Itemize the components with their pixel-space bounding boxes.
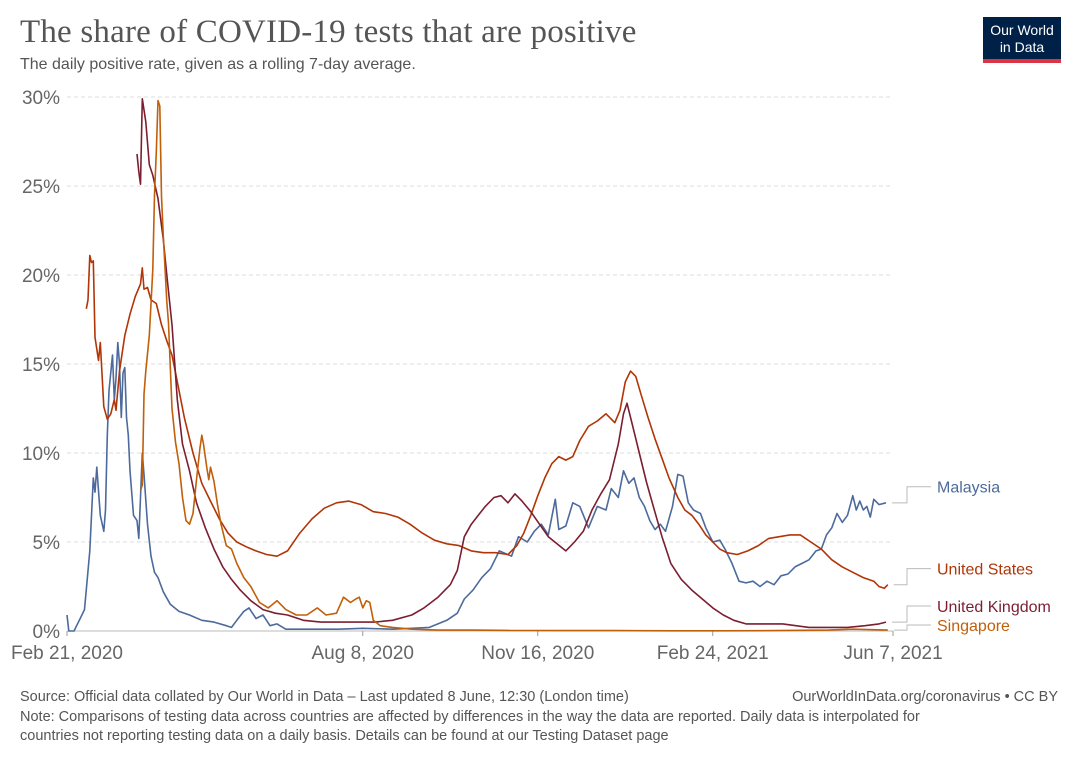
series-line-united-states — [85, 254, 889, 590]
y-tick-label-10: 10% — [22, 444, 60, 465]
x-tick-label-1: Aug 8, 2020 — [312, 643, 414, 664]
y-tick-label-20: 20% — [22, 266, 60, 287]
logo-line-2: in Data — [999, 39, 1045, 55]
logo-line-1: Our World — [990, 22, 1054, 38]
y-tick-label-15: 15% — [22, 355, 60, 376]
series-label-singapore: Singapore — [937, 618, 1010, 635]
label-connector-united-states — [893, 568, 931, 586]
x-tick-label-2: Nov 16, 2020 — [481, 643, 594, 664]
series-line-malaysia — [66, 341, 887, 632]
label-connector-united-kingdom — [892, 605, 931, 623]
series-line-singapore — [139, 99, 888, 632]
credit-link[interactable]: OurWorldInData.org/coronavirus • CC BY — [792, 689, 1058, 705]
x-tick-label-3: Feb 24, 2021 — [657, 643, 769, 664]
y-tick-label-5: 5% — [33, 533, 61, 554]
x-tick-label-4: Jun 7, 2021 — [843, 643, 942, 664]
series-label-united-kingdom: United Kingdom — [937, 599, 1051, 616]
y-tick-label-25: 25% — [22, 177, 60, 198]
x-tick-label-0: Feb 21, 2020 — [11, 643, 123, 664]
y-tick-label-30: 30% — [22, 88, 60, 109]
note-line-1: Note: Comparisons of testing data across… — [20, 709, 920, 725]
label-connector-malaysia — [892, 486, 931, 504]
line-chart: 0% 5% 10% 15% 20% 25% 30% Feb 21, 2020 Aug 8, 20… — [11, 88, 1051, 664]
series-line-united-kingdom — [136, 98, 887, 629]
chart-subtitle: The daily positive rate, given as a roll… — [20, 56, 416, 73]
series-label-malaysia: Malaysia — [937, 480, 1000, 497]
chart-title: The share of COVID-19 tests that are pos… — [20, 14, 637, 50]
y-tick-label-0: 0% — [33, 622, 61, 643]
note-line-2: countries not reporting testing data on … — [20, 728, 669, 744]
series-label-united-states: United States — [937, 562, 1033, 579]
source-note: Source: Official data collated by Our Wo… — [20, 689, 629, 705]
owid-logo[interactable]: Our World in Data — [983, 17, 1061, 63]
label-connector-singapore — [893, 624, 931, 631]
